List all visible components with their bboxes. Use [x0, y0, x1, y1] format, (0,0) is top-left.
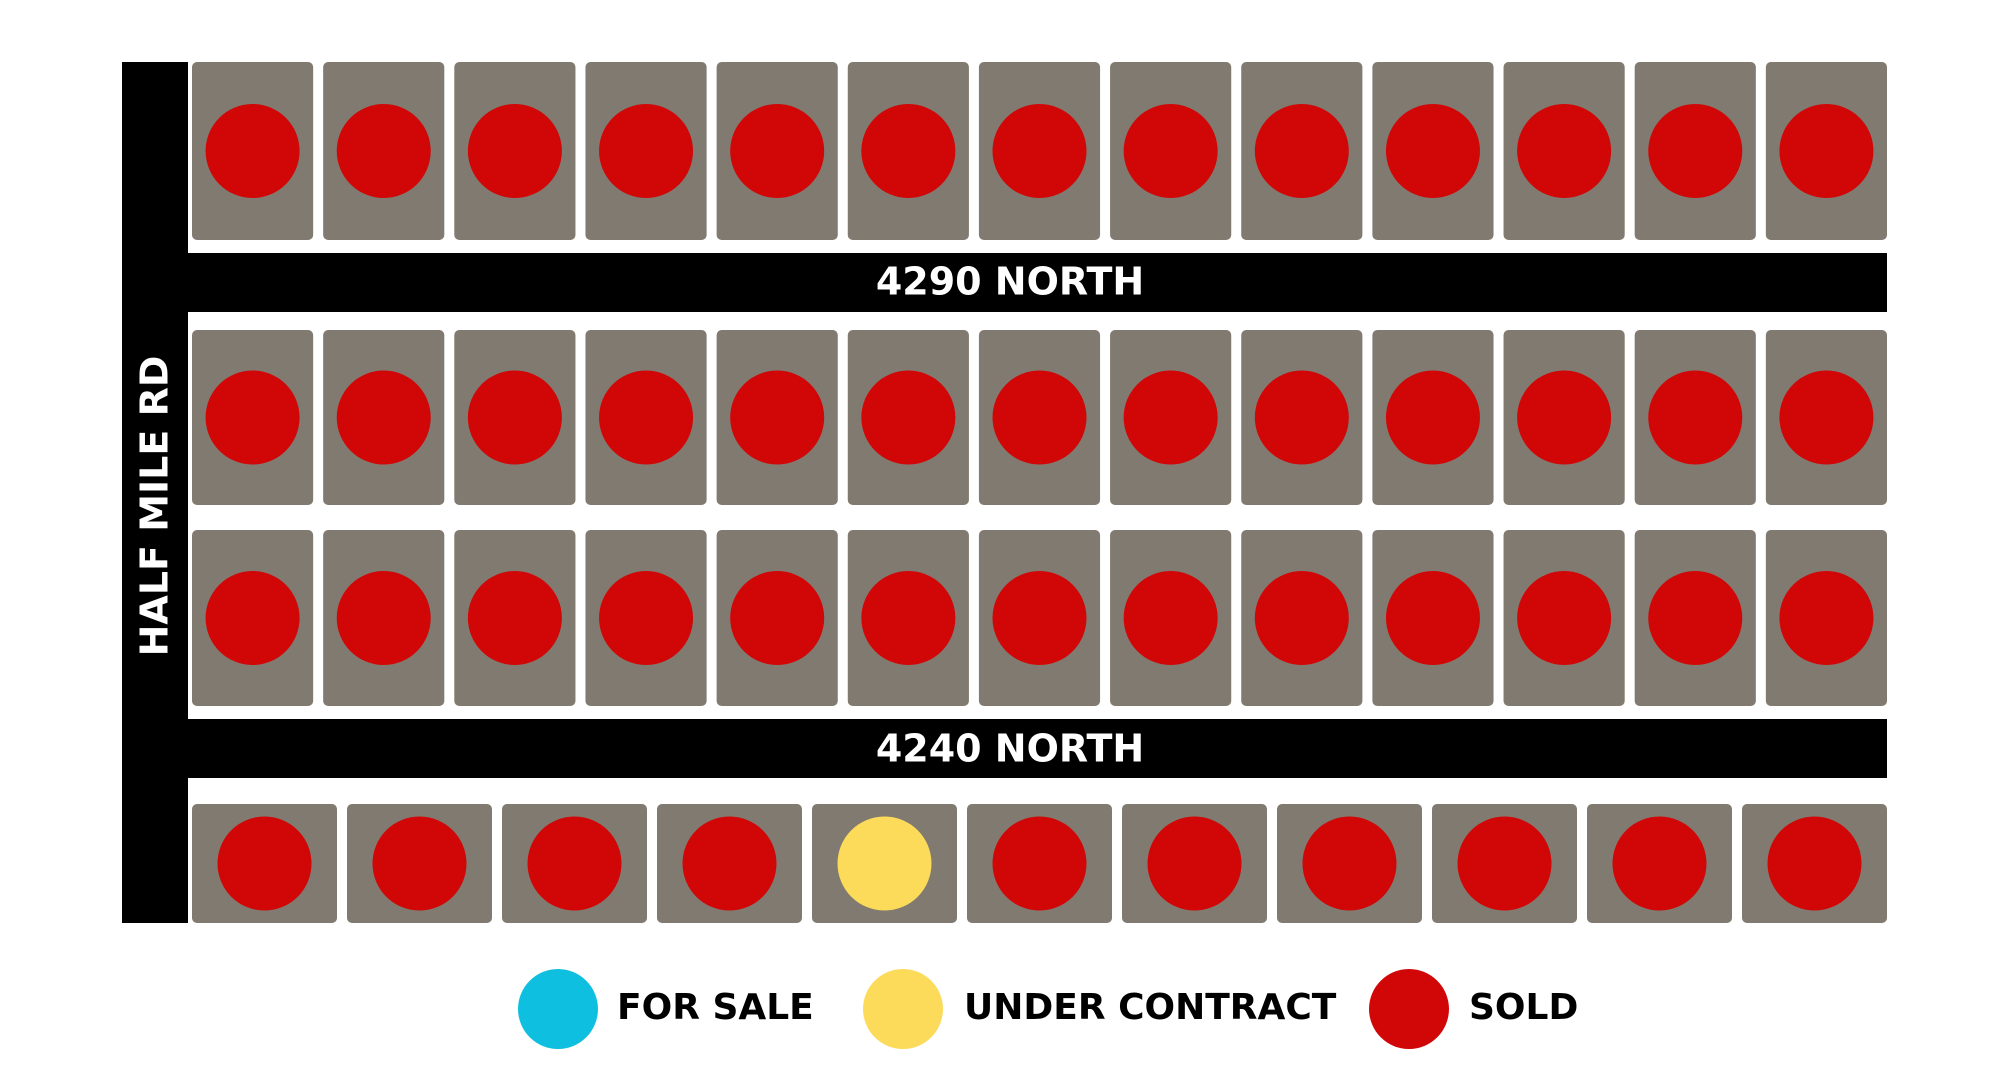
- lot-status: [1385, 104, 1480, 198]
- lot-status: [861, 370, 956, 465]
- legend-label: SOLD: [1469, 987, 1578, 1028]
- lot-status: [1123, 370, 1218, 465]
- road-label: HALF MILE RD: [133, 356, 177, 657]
- road-lower: [188, 719, 1887, 778]
- legend-swatch: [863, 969, 943, 1049]
- road-vertical: [122, 62, 188, 923]
- lot-status: [861, 571, 956, 665]
- lot-status: [837, 816, 932, 911]
- lot-status: [205, 104, 300, 198]
- lot-status: [599, 370, 694, 465]
- lot-status: [205, 571, 300, 665]
- lot-status: [1517, 104, 1612, 198]
- lot-status: [1385, 571, 1480, 665]
- lot-status: [372, 816, 467, 911]
- lot-status: [336, 571, 431, 665]
- lot-status: [1302, 816, 1397, 911]
- lot-status: [1779, 104, 1874, 198]
- lot-status: [682, 816, 777, 911]
- lot-status: [1648, 104, 1743, 198]
- lot-status: [730, 104, 825, 198]
- road-label: 4240 NORTH: [876, 727, 1144, 771]
- lot-status: [861, 104, 956, 198]
- lot-status: [1612, 816, 1707, 911]
- lot-status: [1517, 571, 1612, 665]
- lot-status: [1648, 571, 1743, 665]
- lot-status: [1779, 370, 1874, 465]
- lot-status: [599, 571, 694, 665]
- lot-status: [1457, 816, 1552, 911]
- legend-label: FOR SALE: [617, 987, 814, 1028]
- road-upper: [188, 253, 1887, 312]
- legend-swatch: [518, 969, 598, 1049]
- lot-status: [730, 370, 825, 465]
- lot-status: [730, 571, 825, 665]
- lot-status: [1123, 571, 1218, 665]
- legend: FOR SALE UNDER CONTRACT SOLD: [518, 969, 1578, 1049]
- lot-status: [1147, 816, 1242, 911]
- lot-status: [1254, 571, 1349, 665]
- lot-status: [1517, 370, 1612, 465]
- lot-status: [992, 104, 1087, 198]
- lot-status: [1123, 104, 1218, 198]
- lot-status: [1254, 104, 1349, 198]
- lot-status: [467, 370, 562, 465]
- road-label: 4290 NORTH: [876, 260, 1144, 304]
- lot-status: [1648, 370, 1743, 465]
- lot-status: [336, 370, 431, 465]
- lot-status: [1254, 370, 1349, 465]
- lot-status: [992, 571, 1087, 665]
- lot-status: [1779, 571, 1874, 665]
- lot-status: [217, 816, 312, 911]
- lot-status: [992, 370, 1087, 465]
- lot-status: [992, 816, 1087, 911]
- lot-status: [467, 571, 562, 665]
- lot-status: [1767, 816, 1862, 911]
- lots: [192, 62, 1887, 923]
- lot-status: [467, 104, 562, 198]
- lot-status: [1385, 370, 1480, 465]
- lot-status: [205, 370, 300, 465]
- lot-status: [527, 816, 622, 911]
- lot-status: [336, 104, 431, 198]
- legend-swatch: [1369, 969, 1449, 1049]
- legend-label: UNDER CONTRACT: [964, 987, 1337, 1028]
- lot-status: [599, 104, 694, 198]
